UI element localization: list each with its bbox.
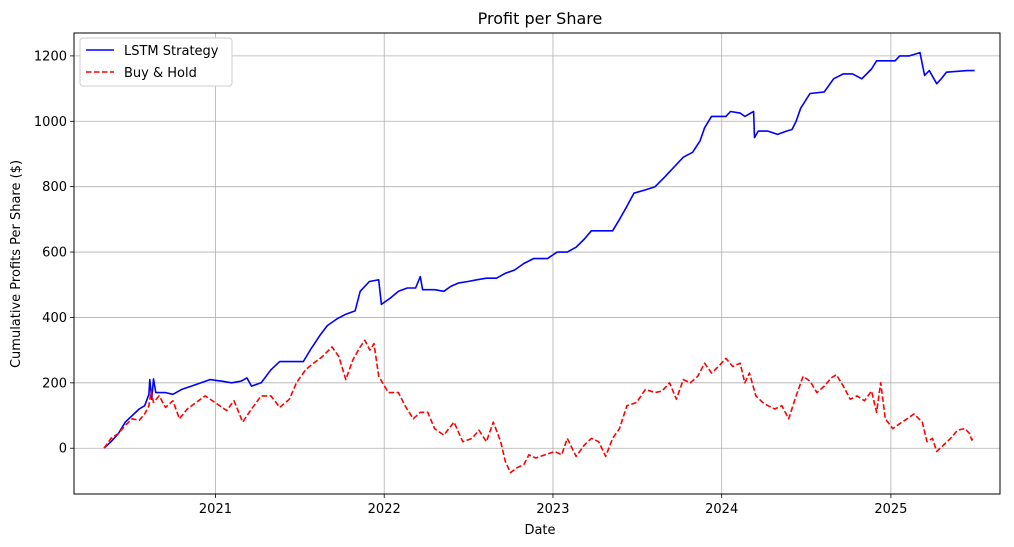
plot-area-frame <box>73 32 1001 495</box>
y-tick-label: 800 <box>42 180 67 195</box>
legend: LSTM Strategy Buy & Hold <box>79 37 233 87</box>
chart-title: Profit per Share <box>478 9 603 28</box>
y-tick-label: 200 <box>42 376 67 391</box>
grid-lines <box>74 33 1000 494</box>
y-tick-label: 600 <box>42 246 67 261</box>
series-line-lstm-strategy <box>103 51 975 449</box>
x-axis-label: Date <box>524 523 555 538</box>
legend-label-lstm-strategy: LSTM Strategy <box>124 44 219 59</box>
x-tick-label: 2025 <box>874 502 907 517</box>
x-tick-label: 2023 <box>536 502 569 517</box>
y-tick-label: 1000 <box>34 115 67 130</box>
y-tick-label: 1200 <box>34 49 67 64</box>
axis-ticks: 2021 2022 2023 2024 2025 0 200 400 600 800 1000 120… <box>34 49 908 517</box>
legend-box <box>79 37 233 87</box>
x-tick-label: 2021 <box>199 502 232 517</box>
y-tick-label: 400 <box>42 311 67 326</box>
series-line-buy-and-hold <box>103 339 976 474</box>
x-tick-label: 2024 <box>705 502 738 517</box>
y-axis-label: Cumulative Profits Per Share ($) <box>9 160 24 368</box>
legend-label-buy-and-hold: Buy & Hold <box>124 66 197 81</box>
y-tick-label: 0 <box>59 442 67 457</box>
series-lines <box>103 51 976 474</box>
x-tick-label: 2022 <box>368 502 401 517</box>
